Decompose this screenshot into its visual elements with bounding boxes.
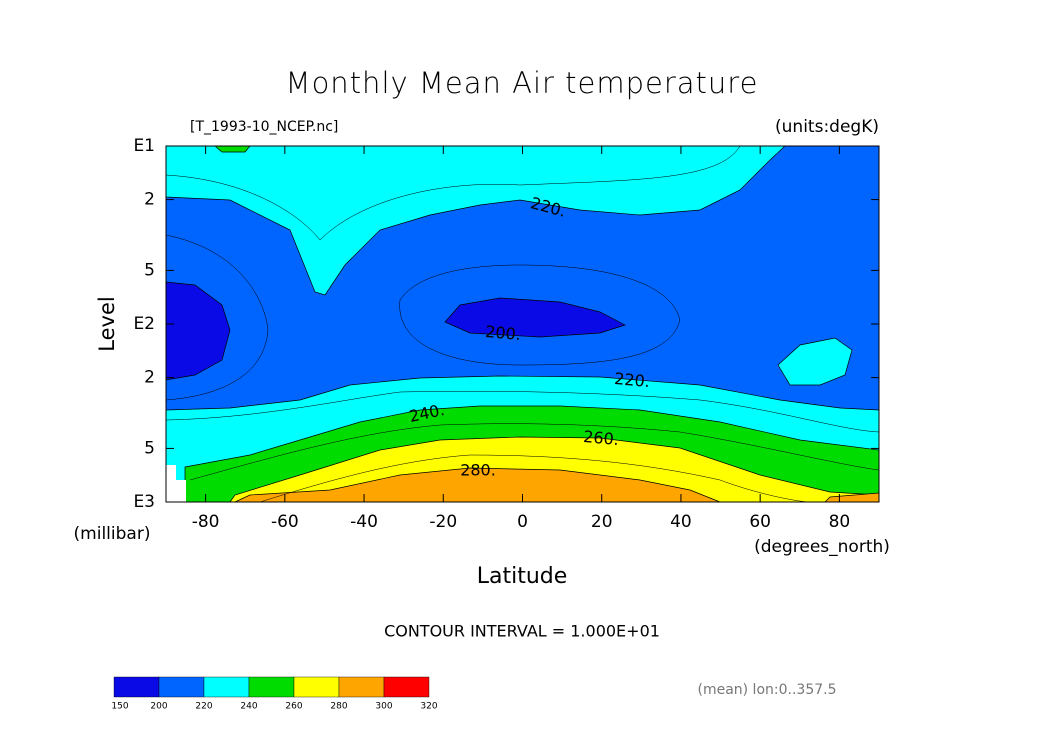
x-tick-label: 40 [670, 512, 692, 532]
x-unit-label: (degrees_north) [754, 537, 890, 557]
colorbar-label: 240 [240, 702, 257, 712]
x-tick-label: -20 [429, 512, 457, 532]
contour-label: 200. [485, 322, 522, 344]
contour-region [165, 281, 231, 381]
y-tick-label: E1 [133, 136, 155, 156]
colorbar-box [383, 676, 430, 698]
y-tick-label: E3 [133, 492, 155, 512]
contour-region [165, 145, 786, 296]
contour-line [165, 391, 880, 433]
colorbar-box [203, 676, 250, 698]
colorbar-label: 280 [330, 702, 347, 712]
contour-label: 220. [614, 369, 651, 391]
x-tick-label: 80 [829, 512, 851, 532]
contour-line [165, 234, 269, 401]
x-tick-label: -80 [192, 512, 220, 532]
white-patch [166, 465, 186, 502]
x-axis-label: Latitude [477, 564, 568, 589]
y-unit-label: (millibar) [74, 524, 151, 544]
contour-interval: CONTOUR INTERVAL = 1.000E+01 [384, 622, 660, 641]
colorbar-label: 260 [285, 702, 302, 712]
footer: (mean) lon:0..357.5 [697, 682, 836, 698]
contour-line [165, 145, 741, 241]
y-tick-label: 2 [144, 190, 155, 210]
contour-region [777, 337, 853, 386]
colorbar-box [158, 676, 205, 698]
colorbar-box [113, 676, 160, 698]
contour-region [234, 467, 721, 503]
file-label: [T_1993-10_NCEP.nc] [190, 119, 338, 135]
colorbar-label: 150 [111, 702, 128, 712]
y-axis-label: Level [95, 296, 119, 351]
contour-label: 260. [583, 427, 620, 449]
x-tick-label: 60 [749, 512, 771, 532]
colorbar-box [248, 676, 295, 698]
contour-label: 280. [460, 461, 496, 480]
contour-line [259, 454, 811, 503]
colorbar-label: 300 [375, 702, 392, 712]
y-tick-label: E2 [133, 314, 155, 334]
chart-title: Monthly Mean Air temperature [286, 66, 759, 100]
x-tick-label: -40 [350, 512, 378, 532]
x-tick-label: 0 [517, 512, 528, 532]
colorbar-label: 200 [150, 702, 167, 712]
colorbar-box [293, 676, 340, 698]
colorbar-label: 220 [195, 702, 212, 712]
contour-line [189, 423, 880, 481]
contour-line [399, 264, 681, 366]
y-tick-label: 5 [144, 438, 155, 458]
colorbar-label: 320 [420, 702, 437, 712]
x-tick-label: -60 [271, 512, 299, 532]
units-label: (units:degK) [775, 117, 879, 137]
y-tick-label: 5 [144, 260, 155, 280]
y-tick-label: 2 [144, 368, 155, 388]
contour-region [444, 297, 626, 338]
x-tick-label: 20 [591, 512, 613, 532]
colorbar-box [338, 676, 385, 698]
